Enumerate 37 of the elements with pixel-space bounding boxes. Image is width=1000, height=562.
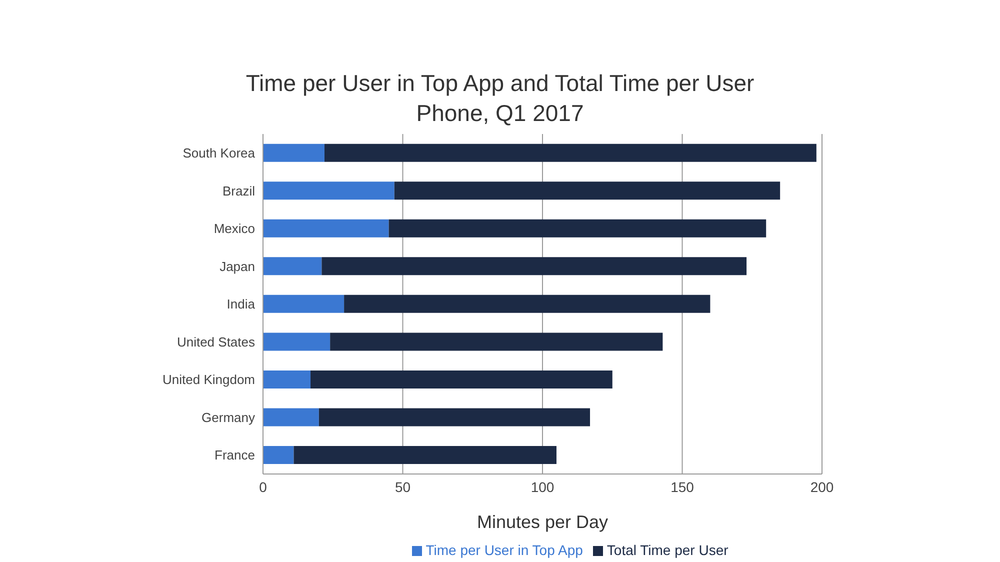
bar	[318, 408, 590, 426]
y-tick-label: United Kingdom	[162, 372, 255, 388]
bar	[263, 219, 389, 238]
bar	[394, 182, 780, 200]
y-tick-label: India	[226, 296, 256, 312]
bar	[344, 294, 710, 313]
y-tick-label: United States	[176, 334, 256, 350]
bar	[263, 408, 319, 426]
bar	[263, 257, 322, 276]
y-tick-label: Brazil	[222, 183, 256, 198]
bar	[263, 332, 330, 351]
x-tick-label: 50	[394, 478, 411, 495]
y-tick-label: Germany	[202, 410, 256, 425]
x-tick-label: 0	[259, 478, 268, 495]
bar	[324, 144, 816, 162]
bar	[388, 219, 766, 238]
bar	[322, 257, 747, 276]
x-axis-title: Minutes per Day	[476, 512, 608, 532]
y-tick-label: Japan	[220, 258, 255, 274]
bar	[310, 370, 612, 388]
y-tick-label: Mexico	[214, 221, 255, 236]
x-tick-label: 200	[810, 478, 834, 495]
x-tick-label: 100	[530, 478, 554, 495]
y-tick-label: South Korea	[182, 146, 256, 161]
bar	[263, 446, 294, 464]
chart-title: Time per User in Top App and Total Time per User	[244, 69, 756, 98]
legend-label: Time per User in Top App	[426, 542, 583, 558]
bar	[294, 446, 556, 464]
bar	[330, 332, 663, 351]
bar	[263, 144, 324, 162]
chart-subtitle: Phone, Q1 2017	[415, 99, 585, 128]
bar	[263, 370, 311, 388]
legend-label: Total Time per User	[606, 542, 728, 558]
y-tick-label: France	[214, 448, 255, 463]
x-tick-label: 150	[670, 478, 694, 495]
bar	[263, 182, 394, 200]
bar	[263, 294, 344, 313]
